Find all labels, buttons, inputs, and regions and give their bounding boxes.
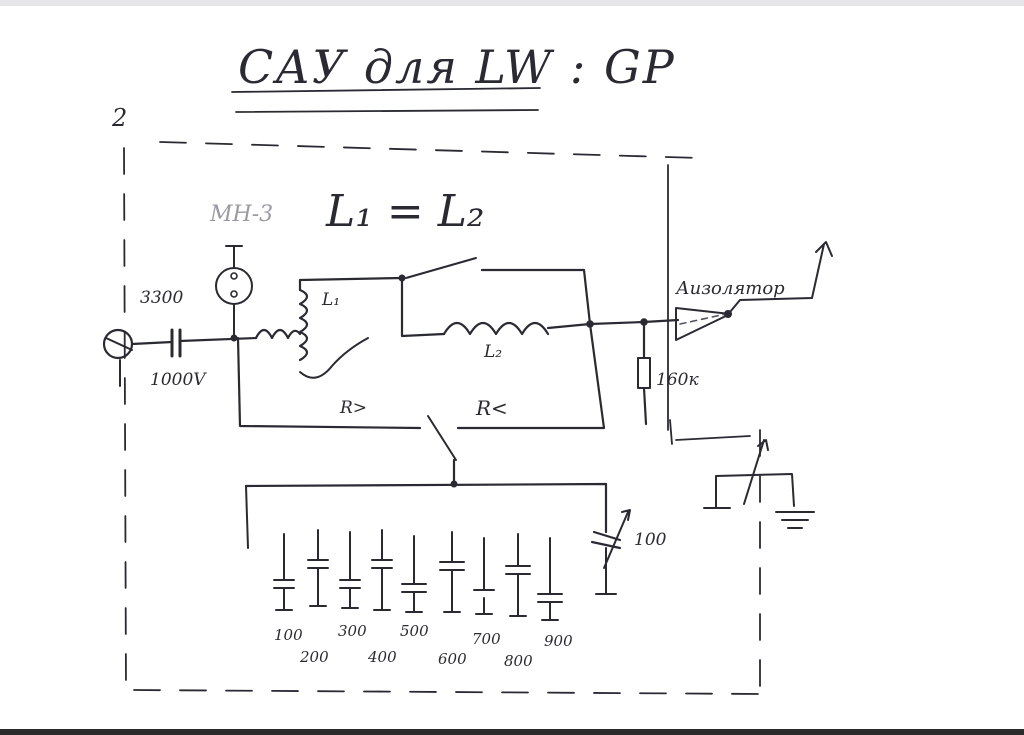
coil-l1-tap bbox=[299, 337, 369, 379]
paper-bottom-edge bbox=[0, 729, 1024, 735]
tube-label: МН-3 bbox=[210, 202, 274, 227]
antenna-arrow bbox=[815, 241, 833, 257]
ground-symbol bbox=[775, 511, 815, 529]
capacitor-600 bbox=[439, 531, 465, 613]
capacitor-300 bbox=[339, 531, 361, 609]
enclosure-top bbox=[159, 141, 701, 159]
capacitor-200 bbox=[307, 529, 329, 607]
capacitor-400 bbox=[371, 529, 393, 611]
cap-label-600: 600 bbox=[438, 650, 467, 668]
tube-top-terminal bbox=[225, 245, 243, 269]
title-underline-2 bbox=[235, 109, 539, 113]
cap-label-100: 100 bbox=[274, 626, 303, 644]
resistor-160k bbox=[637, 357, 651, 389]
switch-blade bbox=[405, 257, 477, 279]
capacitor-900 bbox=[537, 537, 563, 621]
corner-mark: 2 bbox=[112, 104, 128, 132]
enclosure-bottom bbox=[133, 689, 761, 695]
cap-label-700: 700 bbox=[472, 630, 501, 648]
variable-capacitor-lead bbox=[595, 547, 617, 595]
capacitor-bus-left-lead bbox=[245, 485, 249, 549]
capacitor-100 bbox=[273, 533, 295, 611]
selector-switch-blade bbox=[427, 415, 457, 461]
coil-l2-label: L₂ bbox=[484, 342, 503, 362]
tube-electrode-top bbox=[230, 272, 238, 280]
coil-l1-body bbox=[298, 288, 309, 362]
title-underline-1 bbox=[231, 87, 541, 93]
wire-switch-return bbox=[480, 268, 592, 326]
tube-electrode-bottom bbox=[230, 290, 238, 298]
ground-switch-frame bbox=[715, 473, 795, 509]
wire-l2-right bbox=[546, 322, 592, 330]
enclosure-left bbox=[123, 147, 127, 691]
cap-label-500: 500 bbox=[400, 622, 429, 640]
ground-drop bbox=[669, 419, 673, 445]
cap-label-800: 800 bbox=[504, 652, 533, 670]
variable-cap-label: 100 bbox=[634, 530, 667, 550]
wire-to-output bbox=[588, 320, 646, 326]
cap-label-300: 300 bbox=[338, 622, 367, 640]
capacitor-bank bbox=[273, 529, 563, 621]
wire-input bbox=[130, 340, 174, 346]
ground-switch-blade bbox=[743, 439, 769, 505]
resistor-lead-bottom bbox=[642, 386, 648, 426]
wire-l1-top bbox=[298, 276, 404, 292]
wire-to-insulator bbox=[642, 318, 680, 324]
coil-equation: L₁ = L₂ bbox=[326, 186, 485, 237]
switch-label-left: R> bbox=[340, 398, 368, 418]
cap-label-400: 400 bbox=[368, 648, 397, 666]
coupling-cap-voltage: 1000V bbox=[150, 370, 206, 390]
paper-top-edge bbox=[0, 0, 1024, 6]
wire-return-left bbox=[236, 336, 422, 430]
coupling-cap-value: 3300 bbox=[140, 288, 184, 308]
rf-input-arrow bbox=[105, 337, 133, 351]
insulator-label: Аизолятор bbox=[676, 278, 785, 299]
resistor-label: 160к bbox=[656, 370, 699, 390]
capacitor-500 bbox=[401, 535, 427, 613]
wire-return-right bbox=[456, 322, 606, 430]
switch-label-right: R< bbox=[476, 396, 508, 420]
insulator-inner-line bbox=[679, 313, 727, 325]
capacitor-700 bbox=[473, 537, 495, 615]
page-title: САУ для LW : GP bbox=[238, 40, 676, 94]
coil-l1-label: L₁ bbox=[322, 290, 341, 310]
cap-label-900: 900 bbox=[544, 632, 573, 650]
wire-l2-left bbox=[400, 276, 446, 338]
insulator-symbol bbox=[675, 307, 731, 341]
ground-link bbox=[675, 435, 751, 441]
coil-l2 bbox=[442, 321, 550, 336]
wire-bus-1 bbox=[178, 336, 258, 343]
capacitor-800 bbox=[505, 533, 531, 617]
capacitor-bus bbox=[244, 482, 608, 534]
coil-l1-series bbox=[254, 328, 302, 340]
cap-label-200: 200 bbox=[300, 648, 329, 666]
variable-capacitor-arrow bbox=[603, 509, 631, 569]
coupling-capacitor bbox=[170, 328, 182, 358]
antenna-wire bbox=[729, 243, 825, 313]
